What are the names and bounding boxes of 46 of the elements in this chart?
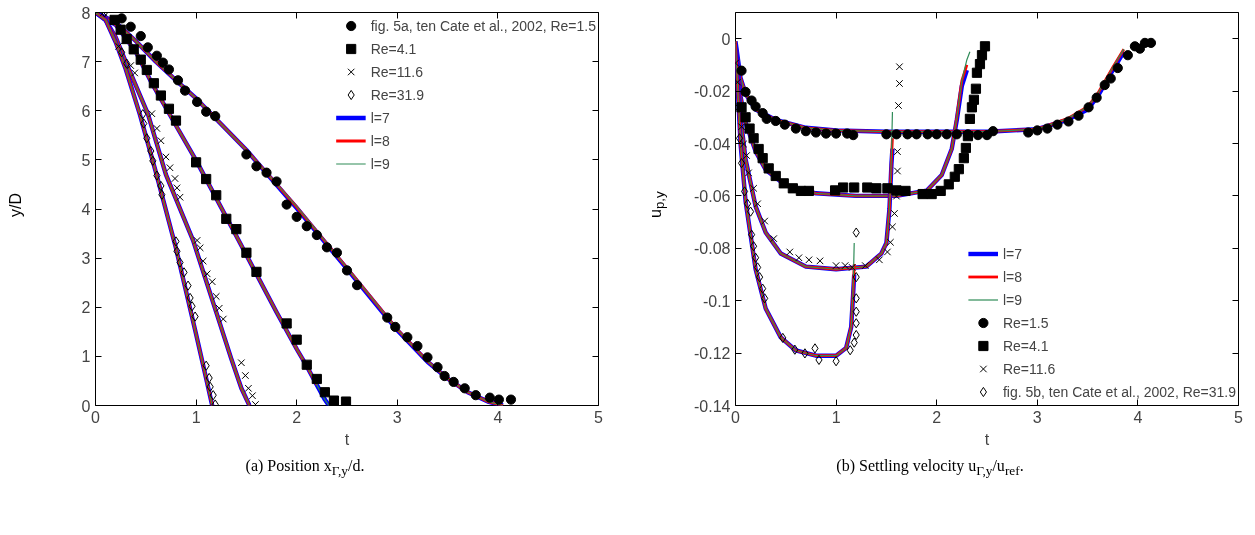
y-tick-label: 1 (81, 348, 91, 366)
x-tick-label: 1 (831, 408, 841, 426)
legend-label: l=7 (370, 108, 391, 128)
y-tick-label: 3 (81, 250, 91, 268)
legend-label: l=9 (370, 154, 391, 174)
x-tick-label: 2 (292, 408, 302, 426)
legend-label: fig. 5b, ten Cate et al., 2002, Re=31.9 (1002, 382, 1236, 402)
x-tick-label: 4 (1133, 408, 1143, 426)
x-tick-label: 3 (1032, 408, 1042, 426)
x-axis-title: t (344, 430, 350, 448)
y-tick-label: -0.06 (694, 187, 731, 205)
y-tick-label: -0.12 (694, 345, 731, 363)
legend-label: l=8 (370, 131, 391, 151)
legend-label: l=8 (1002, 267, 1023, 287)
legend-label: Re=1.5 (1002, 313, 1049, 333)
y-tick-label: -0.1 (702, 292, 731, 310)
y-tick-label: 6 (81, 102, 91, 120)
x-axis-title: t (984, 430, 990, 448)
legend-label: Re=11.6 (1002, 359, 1056, 379)
legend-label: fig. 5a, ten Cate et al., 2002, Re=1.5 (370, 16, 596, 36)
y-tick-label: -0.02 (694, 83, 731, 101)
y-tick-label: -0.04 (694, 135, 731, 153)
legend-label: Re=11.6 (370, 62, 423, 82)
x-tick-label: 2 (932, 408, 942, 426)
x-tick-label: 3 (392, 408, 402, 426)
x-tick-label: 1 (191, 408, 201, 426)
text: (b) Settling velocity u$_{Γ,y}$/u$_{ref}$. (835, 456, 1025, 481)
legend-label: Re=4.1 (1002, 336, 1049, 356)
y-tick-label: 2 (81, 299, 91, 317)
y-tick-label: 7 (81, 53, 91, 71)
y-tick-label: 0 (81, 397, 91, 415)
y-tick-label: 4 (81, 201, 91, 218)
x-tick-label: 5 (1234, 408, 1244, 426)
legend-label: Re=4.1 (370, 39, 417, 59)
y-tick-label: -0.08 (694, 240, 731, 258)
legend-label: Re=31.9 (370, 85, 424, 105)
x-tick-label: 4 (493, 408, 503, 426)
legend-label: l=7 (1002, 244, 1023, 264)
x-tick-label: 5 (594, 408, 604, 426)
y-tick-label: 8 (81, 4, 91, 22)
y-axis-title: y/D (6, 192, 25, 219)
y-tick-label: 0 (721, 30, 731, 48)
y-tick-label: -0.14 (694, 397, 731, 415)
y-tick-label: 5 (81, 151, 91, 169)
legend-label: l=9 (1002, 290, 1023, 310)
text: (a) Position x$_{Γ,y}$/d. (244, 456, 366, 481)
